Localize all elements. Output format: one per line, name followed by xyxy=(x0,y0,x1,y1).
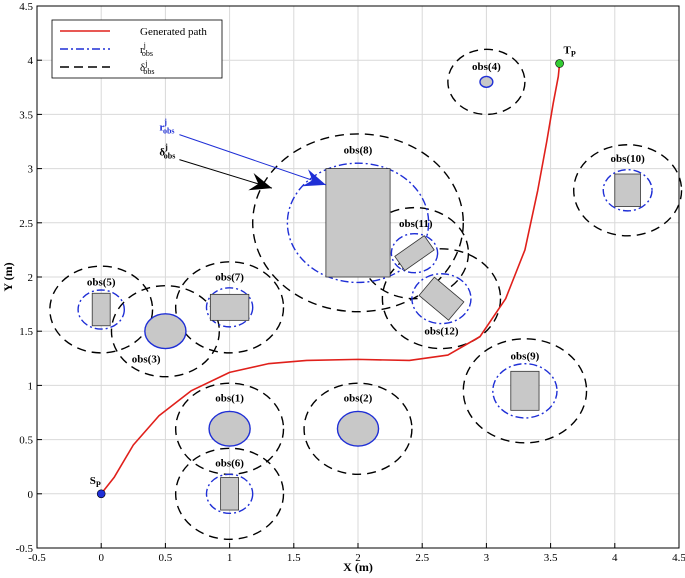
y-tick-label: 0.5 xyxy=(19,435,33,447)
y-tick-label: 3.5 xyxy=(19,109,33,121)
obstacle-shapes xyxy=(91,75,641,511)
r-circle xyxy=(205,287,254,328)
x-tick-label: 1.5 xyxy=(287,552,301,564)
obstacle-labels: obs(1) obs(2) obs(3) obs(4) obs(5) obs(6) obs(… xyxy=(87,61,645,470)
x-tick-label: 3.5 xyxy=(544,552,558,564)
annotations: rj obs δj obs xyxy=(159,118,327,191)
obstacle-label: obs(11) xyxy=(399,218,433,230)
obstacle-label: obs(6) xyxy=(215,458,244,470)
annotation-label: δj obs xyxy=(159,143,175,161)
obstacle-rect xyxy=(418,276,465,321)
obstacle-rect xyxy=(325,168,391,278)
r-circle xyxy=(205,473,254,515)
generated-path xyxy=(100,63,561,495)
obstacle-rect xyxy=(510,370,540,411)
y-tick-label: 4.5 xyxy=(19,1,33,13)
x-tick-label: 1 xyxy=(227,552,233,564)
y-tick-label: 2 xyxy=(28,272,34,284)
obstacle-ellipse xyxy=(336,410,380,447)
obstacle-rect xyxy=(91,292,111,327)
obstacle-label: obs(4) xyxy=(472,61,501,73)
obstacle-rect xyxy=(209,293,250,321)
r-circle xyxy=(77,289,126,330)
r-circle xyxy=(602,168,653,212)
legend-label: rj obs xyxy=(140,41,153,58)
obstacle-label: obs(3) xyxy=(132,354,161,366)
generated-path-layer: SP TP xyxy=(90,44,576,499)
annotation-arrowhead xyxy=(302,169,326,187)
delta-circle xyxy=(252,133,464,313)
target-marker xyxy=(555,59,564,68)
r-circle xyxy=(411,273,472,325)
annotation-label: rj obs xyxy=(159,118,174,136)
y-tick-label: 1 xyxy=(28,380,34,392)
y-tick-label: 3 xyxy=(28,164,34,176)
delta-circles xyxy=(49,48,683,541)
delta-circle xyxy=(303,382,413,475)
obstacle-label: obs(12) xyxy=(424,325,459,337)
obstacle-ellipse xyxy=(479,75,494,88)
target-label: TP xyxy=(563,44,575,58)
r-circles xyxy=(77,162,653,515)
delta-circle xyxy=(110,284,221,378)
delta-circle xyxy=(573,144,683,237)
obstacle-label: obs(1) xyxy=(215,393,244,405)
delta-circle xyxy=(174,447,285,541)
y-tick-label: 0 xyxy=(28,489,34,501)
start-label: SP xyxy=(90,475,101,489)
obstacle-label: obs(7) xyxy=(215,271,244,283)
x-tick-label: 0.5 xyxy=(159,552,173,564)
obstacle-rect xyxy=(394,235,435,272)
annotation-arrow xyxy=(179,159,273,189)
obstacle-label: obs(5) xyxy=(87,277,116,289)
obstacle-rect xyxy=(614,173,641,207)
delta-circle xyxy=(381,248,502,350)
obstacle-ellipse xyxy=(208,410,251,447)
obstacle-label: obs(2) xyxy=(344,393,373,405)
r-circle xyxy=(390,232,439,274)
x-tick-label: -0.5 xyxy=(28,552,46,564)
delta-circle xyxy=(447,48,526,116)
y-axis-label: Y (m) xyxy=(1,262,15,291)
x-tick-label: 0 xyxy=(98,552,104,564)
obstacle-label: obs(8) xyxy=(344,144,373,156)
y-tick-label: -0.5 xyxy=(16,543,34,555)
x-tick-label: 4.5 xyxy=(672,552,685,564)
r-circle xyxy=(492,363,558,419)
annotation-arrowhead xyxy=(248,173,272,191)
x-axis-label: X (m) xyxy=(343,560,373,574)
x-tick-label: 3 xyxy=(484,552,490,564)
y-tick-label: 4 xyxy=(28,55,34,67)
legend-label: δj obs xyxy=(140,59,155,76)
obstacle-label: obs(9) xyxy=(511,350,540,362)
delta-circle xyxy=(462,338,588,444)
obstacle-label: obs(10) xyxy=(611,153,646,165)
legend-label: Generated path xyxy=(140,26,207,38)
y-tick-label: 2.5 xyxy=(19,218,33,230)
x-tick-label: 4 xyxy=(612,552,618,564)
start-marker xyxy=(96,489,106,499)
obstacle-ellipse xyxy=(144,313,187,350)
axes: -0.5 0 0.5 1 1.5 2 2.5 3 3.5 4 4.5 -0.5 0 0.5 1 1.5 2 2.5… xyxy=(16,1,685,564)
annotation-arrow xyxy=(179,134,327,186)
delta-circle xyxy=(174,261,285,354)
x-tick-label: 2.5 xyxy=(415,552,429,564)
r-circle xyxy=(286,162,430,284)
x-tick-label: 2 xyxy=(355,552,361,564)
y-tick-label: 1.5 xyxy=(19,326,33,338)
obstacle-rect xyxy=(220,477,239,511)
